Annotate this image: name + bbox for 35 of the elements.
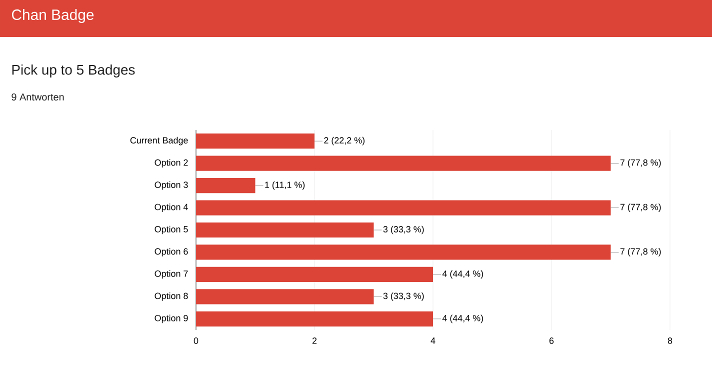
bar [196,134,315,149]
x-tick-label: 0 [194,338,198,344]
bar [196,266,434,282]
y-tick-label: Option 9 [154,314,188,324]
x-tick-label: 2 [312,338,317,344]
data-label: 3 (33,3 %) [383,226,424,234]
data-label: 1 (11,1 %) [265,181,305,190]
y-tick-label: Option 7 [154,270,188,279]
bar [196,156,611,171]
data-label: 4 (44,4 %) [442,314,484,324]
y-tick-label: Option 8 [154,292,188,301]
y-tick-label: Option 4 [154,204,188,212]
data-label: 4 (44,4 %) [442,270,484,279]
bar [196,178,256,194]
x-tick-label: 6 [549,338,554,344]
bar [196,289,374,304]
y-tick-label: Current Badge [130,136,188,146]
bar [196,311,434,326]
y-tick-label: Option 6 [154,248,188,256]
text: Pick up to 5 Badges [12,64,135,78]
text: Chan Badge [12,9,94,23]
bar [196,200,611,216]
bar [196,222,374,238]
text: 9 Antworten [12,93,64,101]
x-tick-label: 4 [430,338,436,344]
data-label: 7 (77,8 %) [620,159,661,168]
bar [196,244,611,260]
data-label: 2 (22,2 %) [324,136,365,146]
data-label: 3 (33,3 %) [383,292,424,301]
y-tick-label: Option 2 [154,159,188,168]
data-label: 7 (77,8 %) [620,248,661,256]
y-tick-label: Option 3 [154,181,188,190]
x-tick-label: 8 [668,338,672,344]
data-label: 7 (77,8 %) [620,204,661,212]
y-tick-label: Option 5 [154,226,188,234]
